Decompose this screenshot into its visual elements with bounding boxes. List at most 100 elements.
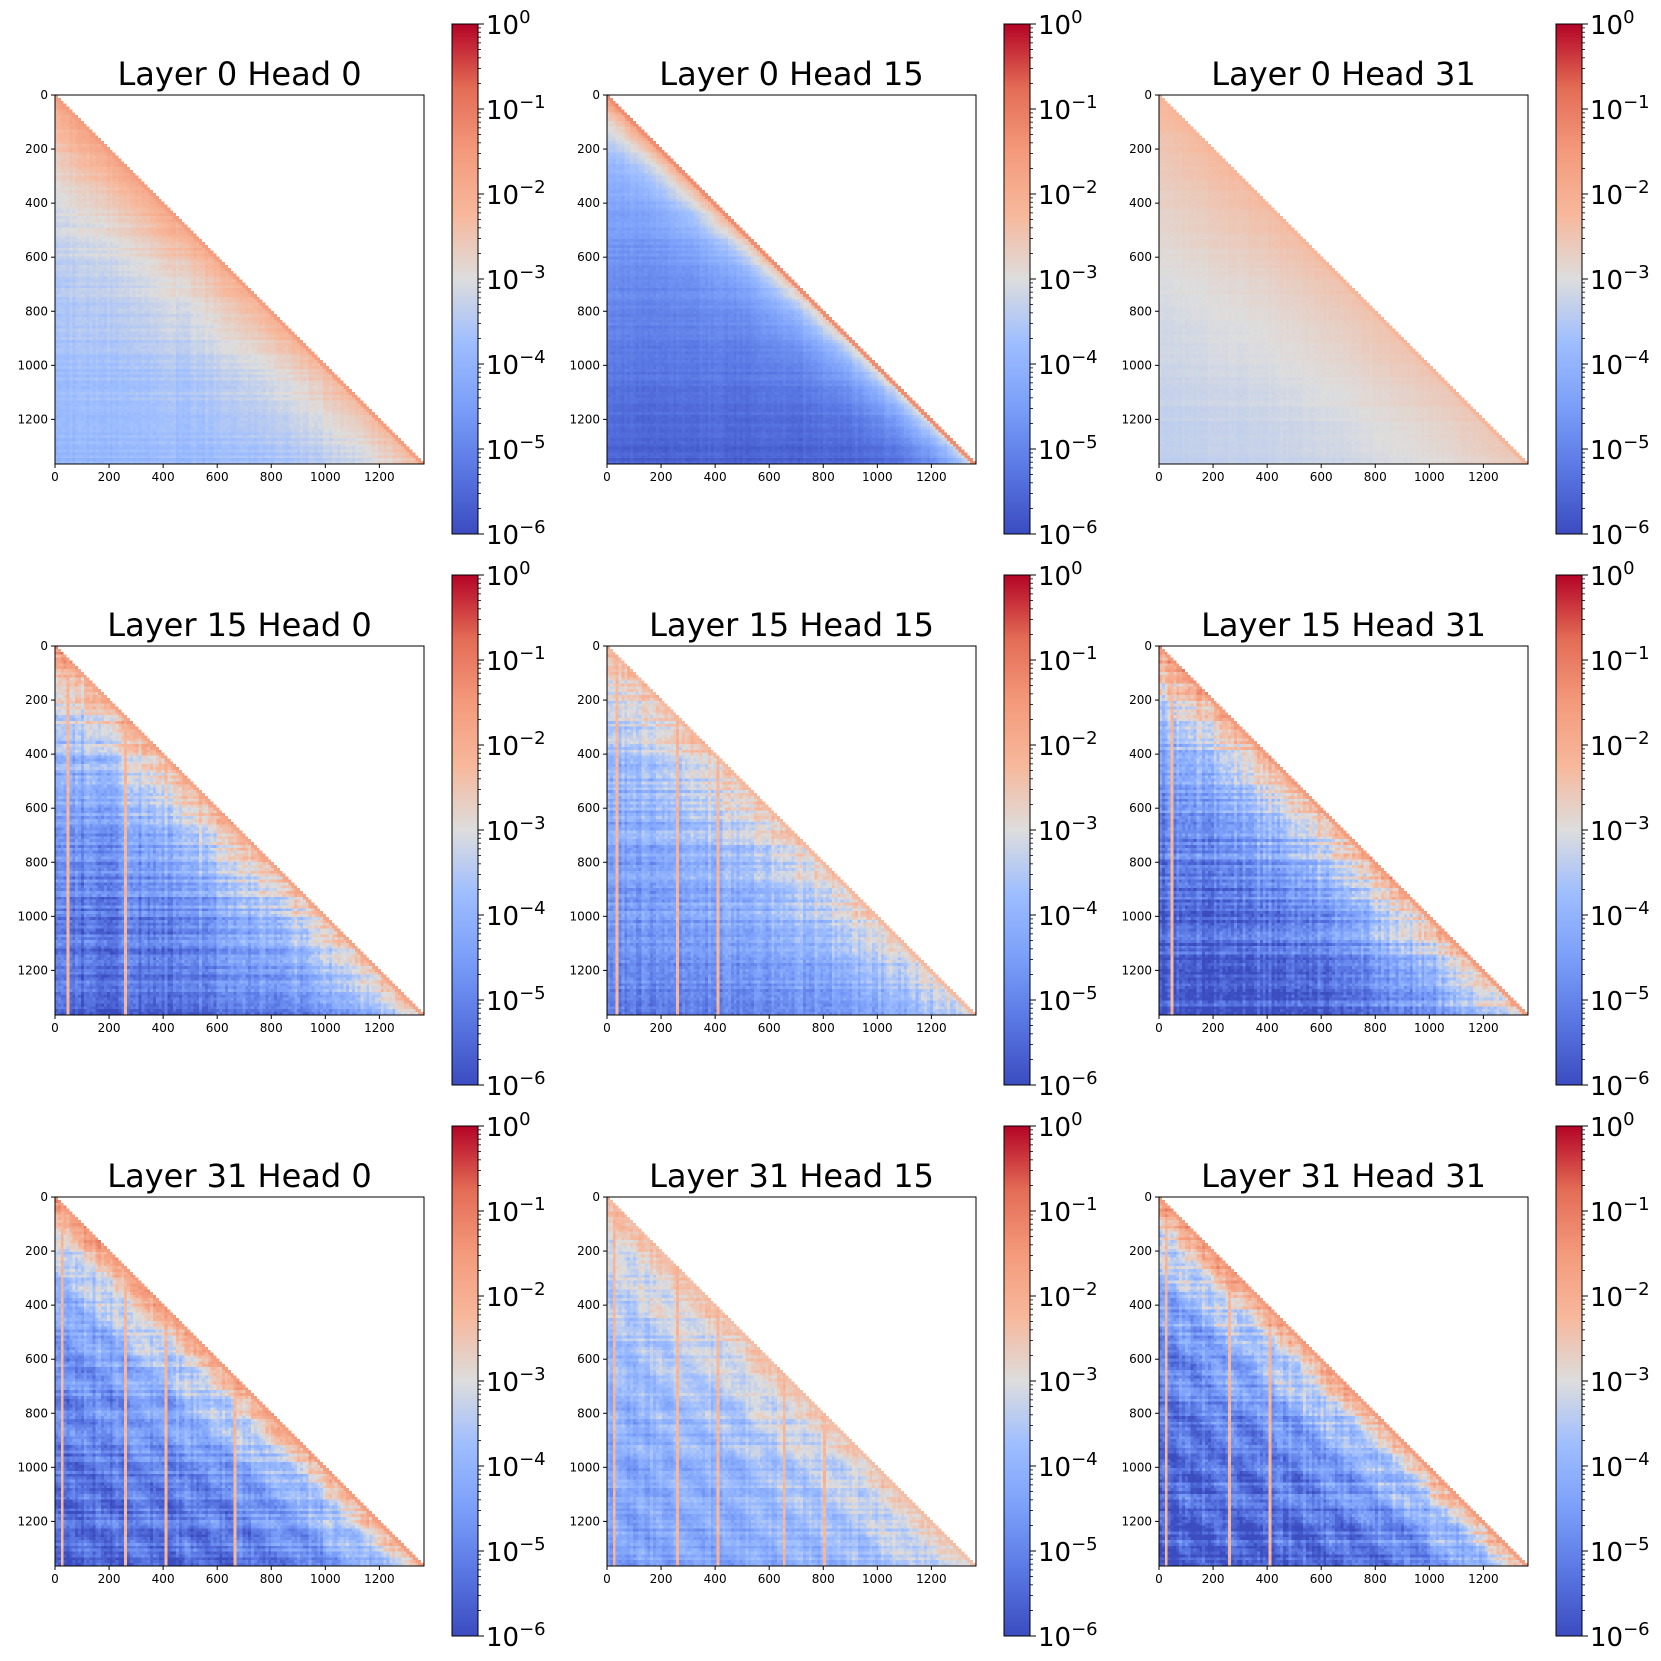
colorbar-tick-label: 10−5 — [1038, 983, 1098, 1017]
heatmap-image — [607, 646, 976, 1015]
colorbar-tick-label: 10−5 — [1038, 432, 1098, 466]
x-tick-label: 400 — [704, 1021, 727, 1035]
x-tick-label: 0 — [1155, 470, 1163, 484]
colorbar-tick-label: 10−1 — [1038, 643, 1098, 677]
y-tick-label: 600 — [577, 1352, 600, 1366]
heatmap-image — [607, 95, 976, 464]
colorbar-tick-label: 10−2 — [1590, 728, 1650, 762]
heatmap-panel: Layer 15 Head 15 0 200 400 600 800 1000 1200 0 20… — [569, 558, 1097, 1102]
colorbar — [1555, 1125, 1583, 1637]
y-tick-label: 1000 — [1121, 358, 1152, 372]
y-tick-label: 200 — [25, 693, 48, 707]
y-tick-label: 800 — [577, 304, 600, 318]
colorbar — [451, 23, 479, 535]
y-tick-label: 1200 — [17, 1514, 48, 1528]
x-tick-label: 800 — [812, 470, 835, 484]
colorbar-tick-label: 10−2 — [486, 1279, 546, 1313]
heatmap-panel: Layer 31 Head 15 0 200 400 600 800 1000 1200 0 20… — [569, 1109, 1097, 1653]
x-tick-label: 800 — [260, 470, 283, 484]
colorbar-tick-label: 10−5 — [486, 983, 546, 1017]
y-tick-label: 0 — [592, 88, 600, 102]
y-tick-label: 1200 — [569, 963, 600, 977]
colorbar-tick-label: 10−2 — [1038, 177, 1098, 211]
heatmap-panel: Layer 31 Head 31 0 200 400 600 800 1000 1200 0 20… — [1121, 1109, 1649, 1653]
y-tick-label: 600 — [1129, 250, 1152, 264]
colorbar-tick-label: 10−3 — [486, 262, 546, 296]
x-tick-label: 600 — [758, 470, 781, 484]
panel-title: Layer 0 Head 15 — [659, 55, 923, 93]
y-tick-label: 600 — [577, 250, 600, 264]
colorbar — [1555, 23, 1583, 535]
y-tick-label: 200 — [1129, 142, 1152, 156]
y-tick-label: 0 — [40, 1190, 48, 1204]
x-tick-label: 600 — [1310, 1572, 1333, 1586]
x-tick-label: 200 — [650, 1572, 673, 1586]
axes-frame — [54, 645, 425, 1016]
heatmap-image — [1159, 95, 1528, 464]
heatmap-panel: Layer 0 Head 31 0 200 400 600 800 1000 1200 0 200… — [1121, 7, 1649, 551]
y-tick-label: 400 — [25, 1298, 48, 1312]
colorbar-tick-label: 10−3 — [1590, 262, 1650, 296]
y-tick-label: 200 — [25, 142, 48, 156]
y-tick-label: 1000 — [17, 909, 48, 923]
heatmap-panel: Layer 15 Head 31 0 200 400 600 800 1000 1200 0 20… — [1121, 558, 1649, 1102]
colorbar-tick-label: 10−6 — [486, 517, 546, 551]
y-tick-label: 0 — [40, 639, 48, 653]
x-tick-label: 1000 — [862, 1572, 893, 1586]
y-tick-label: 400 — [1129, 1298, 1152, 1312]
colorbar-tick-label: 100 — [486, 558, 531, 592]
colorbar-tick-label: 10−1 — [486, 92, 546, 126]
x-tick-label: 400 — [1256, 1021, 1279, 1035]
colorbar-tick-label: 10−3 — [1038, 262, 1098, 296]
y-tick-label: 400 — [1129, 196, 1152, 210]
colorbar-tick-label: 10−4 — [1038, 347, 1098, 381]
panel-title: Layer 0 Head 31 — [1211, 55, 1475, 93]
colorbar-tick-label: 10−3 — [1038, 813, 1098, 847]
x-tick-label: 400 — [152, 1572, 175, 1586]
colorbar-tick-label: 10−1 — [1590, 1194, 1650, 1228]
y-tick-label: 400 — [25, 747, 48, 761]
y-tick-label: 200 — [1129, 1244, 1152, 1258]
x-tick-label: 400 — [1256, 470, 1279, 484]
x-tick-label: 200 — [98, 1021, 121, 1035]
y-tick-label: 800 — [25, 304, 48, 318]
x-tick-label: 1000 — [1414, 470, 1445, 484]
panel-title: Layer 15 Head 31 — [1201, 606, 1486, 644]
x-tick-label: 800 — [260, 1021, 283, 1035]
y-tick-label: 800 — [1129, 304, 1152, 318]
heatmap-panel: Layer 0 Head 0 0 200 400 600 800 1000 1200 0 200 4… — [17, 7, 545, 551]
y-tick-label: 200 — [25, 1244, 48, 1258]
x-tick-label: 400 — [152, 1021, 175, 1035]
y-tick-label: 800 — [25, 855, 48, 869]
colorbar-tick-label: 10−6 — [486, 1068, 546, 1102]
x-tick-label: 400 — [704, 470, 727, 484]
heatmap-image — [607, 1197, 976, 1566]
y-tick-label: 800 — [577, 1406, 600, 1420]
colorbar-tick-label: 100 — [1590, 558, 1635, 592]
colorbar-tick-label: 10−1 — [486, 643, 546, 677]
colorbar-tick-label: 10−4 — [1590, 347, 1650, 381]
x-tick-label: 200 — [98, 470, 121, 484]
x-tick-label: 0 — [603, 1021, 611, 1035]
x-tick-label: 1200 — [364, 1021, 395, 1035]
y-tick-label: 200 — [577, 1244, 600, 1258]
y-tick-label: 600 — [1129, 1352, 1152, 1366]
heatmap-image — [55, 95, 424, 464]
x-tick-label: 1200 — [364, 1572, 395, 1586]
heatmap-panel: Layer 0 Head 15 0 200 400 600 800 1000 1200 0 200… — [569, 7, 1097, 551]
heatmap-image — [55, 1197, 424, 1566]
colorbar-tick-label: 10−2 — [1590, 1279, 1650, 1313]
y-tick-label: 800 — [1129, 1406, 1152, 1420]
colorbar-tick-label: 100 — [1038, 558, 1083, 592]
panel-title: Layer 15 Head 0 — [107, 606, 371, 644]
colorbar — [1003, 574, 1031, 1086]
panel-title: Layer 31 Head 0 — [107, 1157, 371, 1195]
y-tick-label: 200 — [1129, 693, 1152, 707]
colorbar-tick-label: 10−3 — [1590, 1364, 1650, 1398]
x-tick-label: 1000 — [310, 470, 341, 484]
x-tick-label: 400 — [152, 470, 175, 484]
x-tick-label: 800 — [1364, 1021, 1387, 1035]
x-tick-label: 200 — [1202, 1572, 1225, 1586]
y-tick-label: 1200 — [17, 963, 48, 977]
